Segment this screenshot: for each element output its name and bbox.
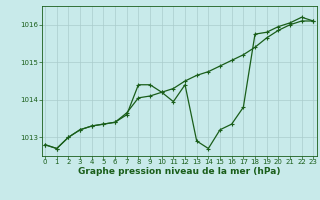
X-axis label: Graphe pression niveau de la mer (hPa): Graphe pression niveau de la mer (hPa) [78, 167, 280, 176]
